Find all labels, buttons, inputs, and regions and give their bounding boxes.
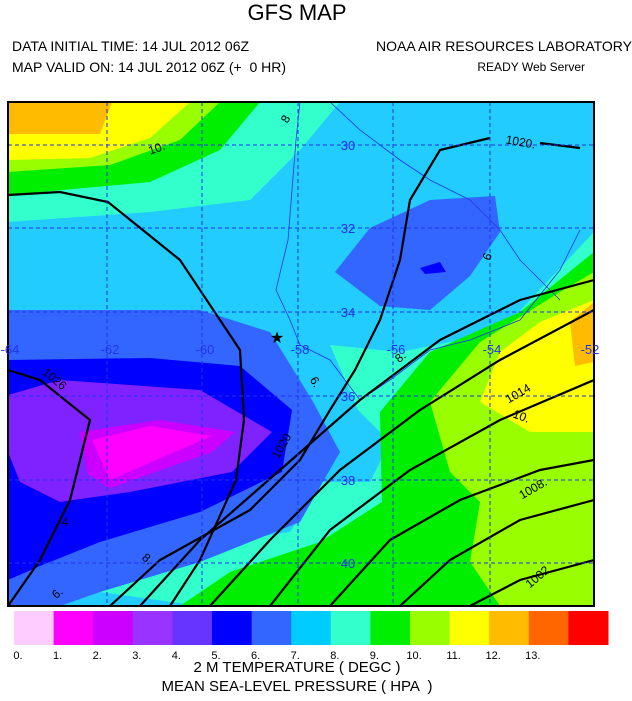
colorbar-label: 3. bbox=[132, 650, 141, 662]
lat-label: 32 bbox=[341, 221, 355, 236]
colorbar-swatch bbox=[93, 611, 134, 645]
colorbar-label: 8. bbox=[330, 650, 339, 662]
lab-name: NOAA AIR RESOURCES LABORATORY bbox=[376, 38, 632, 54]
station-marker: ★ bbox=[270, 330, 284, 347]
temperature-contour-label: 10. bbox=[146, 139, 166, 158]
colorbar-swatch bbox=[212, 611, 253, 645]
graticule bbox=[8, 102, 594, 606]
colorbar-swatch bbox=[410, 611, 451, 645]
colorbar-label: 4. bbox=[172, 650, 181, 662]
lon-label: -60 bbox=[196, 342, 215, 357]
temperature-contour-label: 6 bbox=[480, 251, 496, 262]
colorbar-swatch bbox=[251, 611, 292, 645]
map-frame bbox=[7, 101, 595, 607]
lat-label: 36 bbox=[341, 389, 355, 404]
colorbar-label: 0. bbox=[13, 650, 22, 662]
title: GFS MAP bbox=[247, 0, 346, 25]
colorbar-label: 6. bbox=[251, 650, 260, 662]
colorbar-swatch bbox=[132, 611, 173, 645]
colorbar-label: 1. bbox=[53, 650, 62, 662]
temperature-contour-label: 4 bbox=[62, 515, 69, 529]
lon-label: -64 bbox=[1, 342, 20, 357]
lon-label: -62 bbox=[101, 342, 120, 357]
valid-time: MAP VALID ON: 14 JUL 2012 06Z (+ 0 HR) bbox=[12, 59, 286, 75]
lon-label: -52 bbox=[581, 342, 600, 357]
colorbar-swatch bbox=[489, 611, 530, 645]
colorbar-label: 7. bbox=[291, 650, 300, 662]
colorbar-label: 9. bbox=[370, 650, 379, 662]
lat-label: 40 bbox=[341, 556, 355, 571]
colorbar-label: 12. bbox=[486, 650, 501, 662]
lat-label: 34 bbox=[341, 305, 355, 320]
footer-line1: 2 M TEMPERATURE ( DEGC ) bbox=[194, 659, 401, 676]
colorbar-label: 13. bbox=[525, 650, 540, 662]
colorbar-label: 11. bbox=[446, 650, 460, 662]
server-name: READY Web Server bbox=[477, 60, 585, 74]
colorbar-swatch bbox=[330, 611, 371, 645]
lon-label: -54 bbox=[483, 342, 502, 357]
pressure-contour-label: 1020. bbox=[505, 133, 537, 152]
colorbar-swatch bbox=[370, 611, 411, 645]
footer-line2: MEAN SEA-LEVEL PRESSURE ( HPA ) bbox=[162, 678, 433, 695]
initial-time: DATA INITIAL TIME: 14 JUL 2012 06Z bbox=[12, 38, 250, 54]
colorbar-label: 5. bbox=[211, 650, 220, 662]
lon-label: -58 bbox=[291, 342, 310, 357]
colorbar-swatch bbox=[449, 611, 490, 645]
colorbar-swatch bbox=[291, 611, 332, 645]
lon-label: -56 bbox=[387, 342, 406, 357]
lat-label: 30 bbox=[341, 138, 355, 153]
colorbar-label: 10. bbox=[406, 650, 421, 662]
colorbar-swatch bbox=[172, 611, 213, 645]
colorbar-swatch bbox=[14, 611, 55, 645]
map: ★ bbox=[7, 101, 595, 607]
colorbar-swatch bbox=[568, 611, 609, 645]
colorbar-swatch bbox=[528, 611, 569, 645]
temperature-contour-label: 10. bbox=[511, 407, 531, 426]
colorbar-swatch bbox=[53, 611, 94, 645]
colorbar-label: 2. bbox=[93, 650, 102, 662]
lat-label: 38 bbox=[341, 473, 355, 488]
